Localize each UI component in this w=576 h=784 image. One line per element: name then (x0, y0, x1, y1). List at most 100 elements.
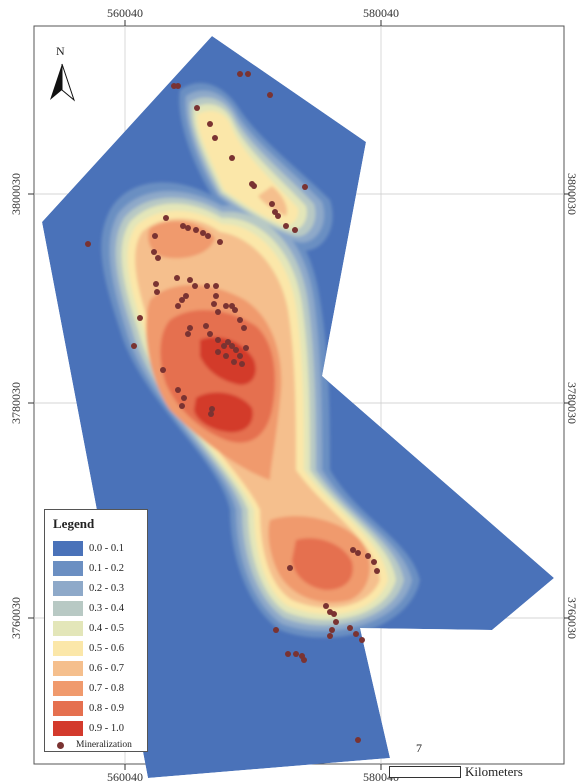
legend-row: 0.8 - 0.9 (53, 700, 124, 716)
mineralization-point (204, 283, 210, 289)
mineralization-point (187, 325, 193, 331)
legend-row: 0.7 - 0.8 (53, 680, 124, 696)
legend-row: 0.4 - 0.5 (53, 620, 124, 636)
mineralization-point (269, 201, 275, 207)
mineralization-point (137, 315, 143, 321)
mineralization-point (239, 361, 245, 367)
mineralization-point (323, 603, 329, 609)
legend: Legend 0.0 - 0.1 0.1 - 0.2 0.2 - 0.3 0.3… (44, 509, 148, 752)
mineralization-point (232, 307, 238, 313)
mineralization-point (292, 227, 298, 233)
legend-swatch (53, 580, 83, 596)
mineralization-point (175, 387, 181, 393)
mineralization-point (359, 637, 365, 643)
legend-label: 0.7 - 0.8 (89, 682, 124, 694)
potential-surface (42, 36, 554, 778)
mineralization-point (353, 631, 359, 637)
left-y-label-3: 3760030 (9, 597, 23, 639)
mineralization-point (251, 183, 257, 189)
mineralization-point (213, 293, 219, 299)
mineralization-point (329, 627, 335, 633)
mineralization-point (208, 411, 214, 417)
mineralization-point (267, 92, 273, 98)
mineralization-point (154, 289, 160, 295)
mineralization-point (283, 223, 289, 229)
legend-row: 0.5 - 0.6 (53, 640, 124, 656)
mineralization-point (185, 225, 191, 231)
mineralization-point (175, 303, 181, 309)
right-y-label-3: 3760030 (565, 597, 576, 639)
mineralization-point (193, 227, 199, 233)
mineralization-point (215, 349, 221, 355)
mineralization-point (160, 367, 166, 373)
scale-bar (389, 766, 461, 778)
scale-bar-value: 7 (416, 741, 422, 755)
mineralization-point (350, 547, 356, 553)
mineralization-point (365, 553, 371, 559)
mineralization-dot-icon (57, 741, 64, 749)
mineralization-point (213, 283, 219, 289)
mineralization-points (85, 71, 380, 743)
mineralization-point (285, 651, 291, 657)
mineralization-point (275, 213, 281, 219)
mineralization-point (347, 625, 353, 631)
mineralization-point (245, 71, 251, 77)
mineralization-point (355, 737, 361, 743)
left-y-label-1: 3800030 (9, 173, 23, 215)
mineralization-point (287, 565, 293, 571)
legend-swatch (53, 620, 83, 636)
class-0.9-1.0 (194, 337, 256, 433)
legend-swatch (53, 720, 83, 736)
legend-label: 0.5 - 0.6 (89, 642, 124, 654)
mineralization-point (331, 611, 337, 617)
legend-label: 0.2 - 0.3 (89, 582, 124, 594)
mineralization-point (225, 339, 231, 345)
mineralization-point (203, 323, 209, 329)
mineralization-point (241, 325, 247, 331)
mineralization-point (229, 155, 235, 161)
mineralization-point (333, 619, 339, 625)
legend-swatch (53, 700, 83, 716)
mineralization-point (174, 275, 180, 281)
legend-row-mineralization: Mineralization (53, 737, 132, 753)
mineralization-point (180, 223, 186, 229)
legend-swatch (53, 540, 83, 556)
mineralization-point (207, 121, 213, 127)
legend-swatch (53, 660, 83, 676)
legend-row: 0.6 - 0.7 (53, 660, 124, 676)
mineralization-point (207, 331, 213, 337)
legend-label: 0.6 - 0.7 (89, 662, 124, 674)
mineralization-point (175, 83, 181, 89)
frame-ticks (28, 20, 570, 770)
mineralization-point (233, 347, 239, 353)
mineralization-point (237, 353, 243, 359)
right-y-label-2: 3780030 (565, 382, 576, 424)
legend-label: 0.0 - 0.1 (89, 542, 124, 554)
legend-label: 0.4 - 0.5 (89, 622, 124, 634)
mineralization-point (181, 395, 187, 401)
mineralization-point (243, 345, 249, 351)
mineralization-point (273, 627, 279, 633)
mineralization-point (374, 568, 380, 574)
scale-bar-unit: Kilometers (465, 764, 523, 779)
legend-swatch (53, 640, 83, 656)
legend-point-label: Mineralization (76, 740, 132, 750)
mineralization-point (192, 283, 198, 289)
right-y-label-1: 3800030 (565, 173, 576, 215)
mineralization-point (183, 293, 189, 299)
mineralization-point (155, 255, 161, 261)
mineralization-point (187, 277, 193, 283)
mineralization-point (217, 239, 223, 245)
mineralization-point (179, 297, 185, 303)
mineralization-point (194, 105, 200, 111)
mineralization-point (355, 550, 361, 556)
legend-label: 0.1 - 0.2 (89, 562, 124, 574)
left-y-label-2: 3780030 (9, 382, 23, 424)
mineralization-point (215, 337, 221, 343)
mineralization-point (151, 249, 157, 255)
mineralization-point (153, 281, 159, 287)
legend-row: 0.3 - 0.4 (53, 600, 124, 616)
mineralization-point (179, 403, 185, 409)
mineralization-point (152, 233, 158, 239)
